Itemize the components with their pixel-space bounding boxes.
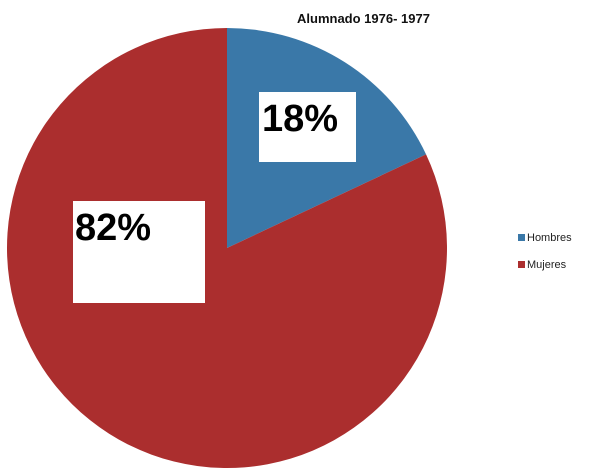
chart-title: Alumnado 1976- 1977 [297, 11, 430, 26]
data-label-box-mujeres [73, 201, 205, 303]
legend-label-hombres: Hombres [527, 232, 572, 244]
pie-slices [6, 28, 448, 469]
data-label-box-hombres [259, 92, 356, 162]
legend-label-mujeres: Mujeres [527, 259, 567, 271]
data-label-mujeres: 82% [75, 207, 151, 249]
data-label-hombres: 18% [262, 98, 338, 140]
legend-swatch-mujeres [518, 261, 525, 268]
pie-slice-mujeres [6, 28, 448, 469]
legend-swatch-hombres [518, 234, 525, 241]
legend: Hombres Mujeres [518, 232, 572, 271]
